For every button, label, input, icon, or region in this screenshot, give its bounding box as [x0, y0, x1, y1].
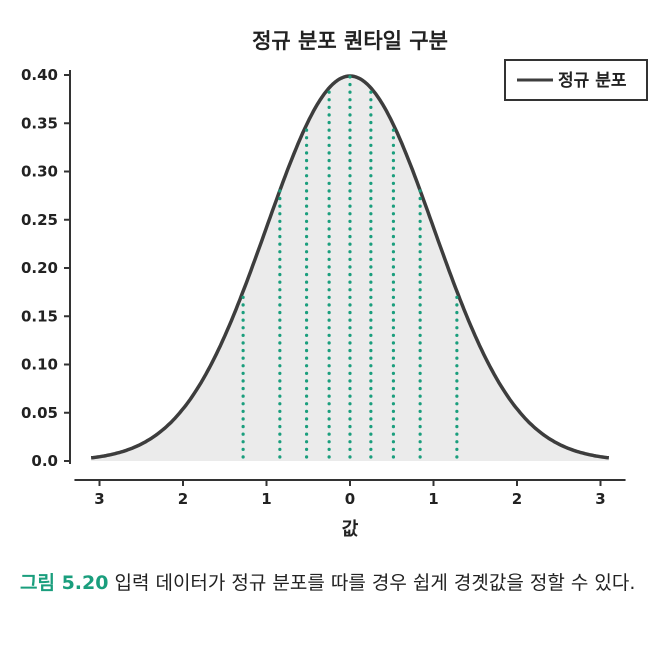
quantile-lines [241, 74, 459, 459]
x-tick-label: 2 [512, 490, 522, 508]
y-tick-label: 0.35 [21, 114, 58, 132]
figure-caption: 그림 5.20 입력 데이터가 정규 분포를 따를 경우 쉽게 경곗값을 정할 수… [20, 566, 650, 600]
axes: 0.0 0.05 0.10 0.15 0.20 0.25 0.30 0.35 0.40 3 2 1 0 1… [21, 66, 626, 508]
figure-label: 그림 5.20 [20, 572, 109, 594]
caption-text: 입력 데이터가 정규 분포를 따를 경우 쉽게 경곗값을 정할 수 있다. [114, 572, 636, 594]
x-tick-label: 0 [345, 490, 355, 508]
y-tick-label: 0.30 [21, 163, 58, 181]
y-tick-label: 0.15 [21, 307, 58, 325]
legend-label: 정규 분포 [558, 71, 627, 91]
x-tick-label: 1 [261, 490, 271, 508]
y-tick-label: 0.0 [31, 452, 58, 470]
y-tick-label: 0.10 [21, 356, 58, 374]
legend-box [504, 59, 648, 101]
x-tick-label: 2 [178, 490, 188, 508]
chart: 정규 분포 퀀타일 구분 0.0 0.05 0.10 0.15 0.20 0.25 0.30… [21, 29, 648, 540]
x-tick-label: 3 [94, 490, 104, 508]
x-axis-label: 값 [342, 519, 359, 540]
y-tick-label: 0.05 [21, 404, 58, 422]
chart-title: 정규 분포 퀀타일 구분 [252, 29, 448, 53]
y-tick-label: 0.20 [21, 259, 58, 277]
y-tick-label: 0.40 [21, 66, 58, 84]
y-tick-label: 0.25 [21, 211, 58, 229]
x-tick-label: 3 [595, 490, 605, 508]
legend: 정규 분포 [504, 59, 648, 101]
x-tick-label: 1 [428, 490, 438, 508]
